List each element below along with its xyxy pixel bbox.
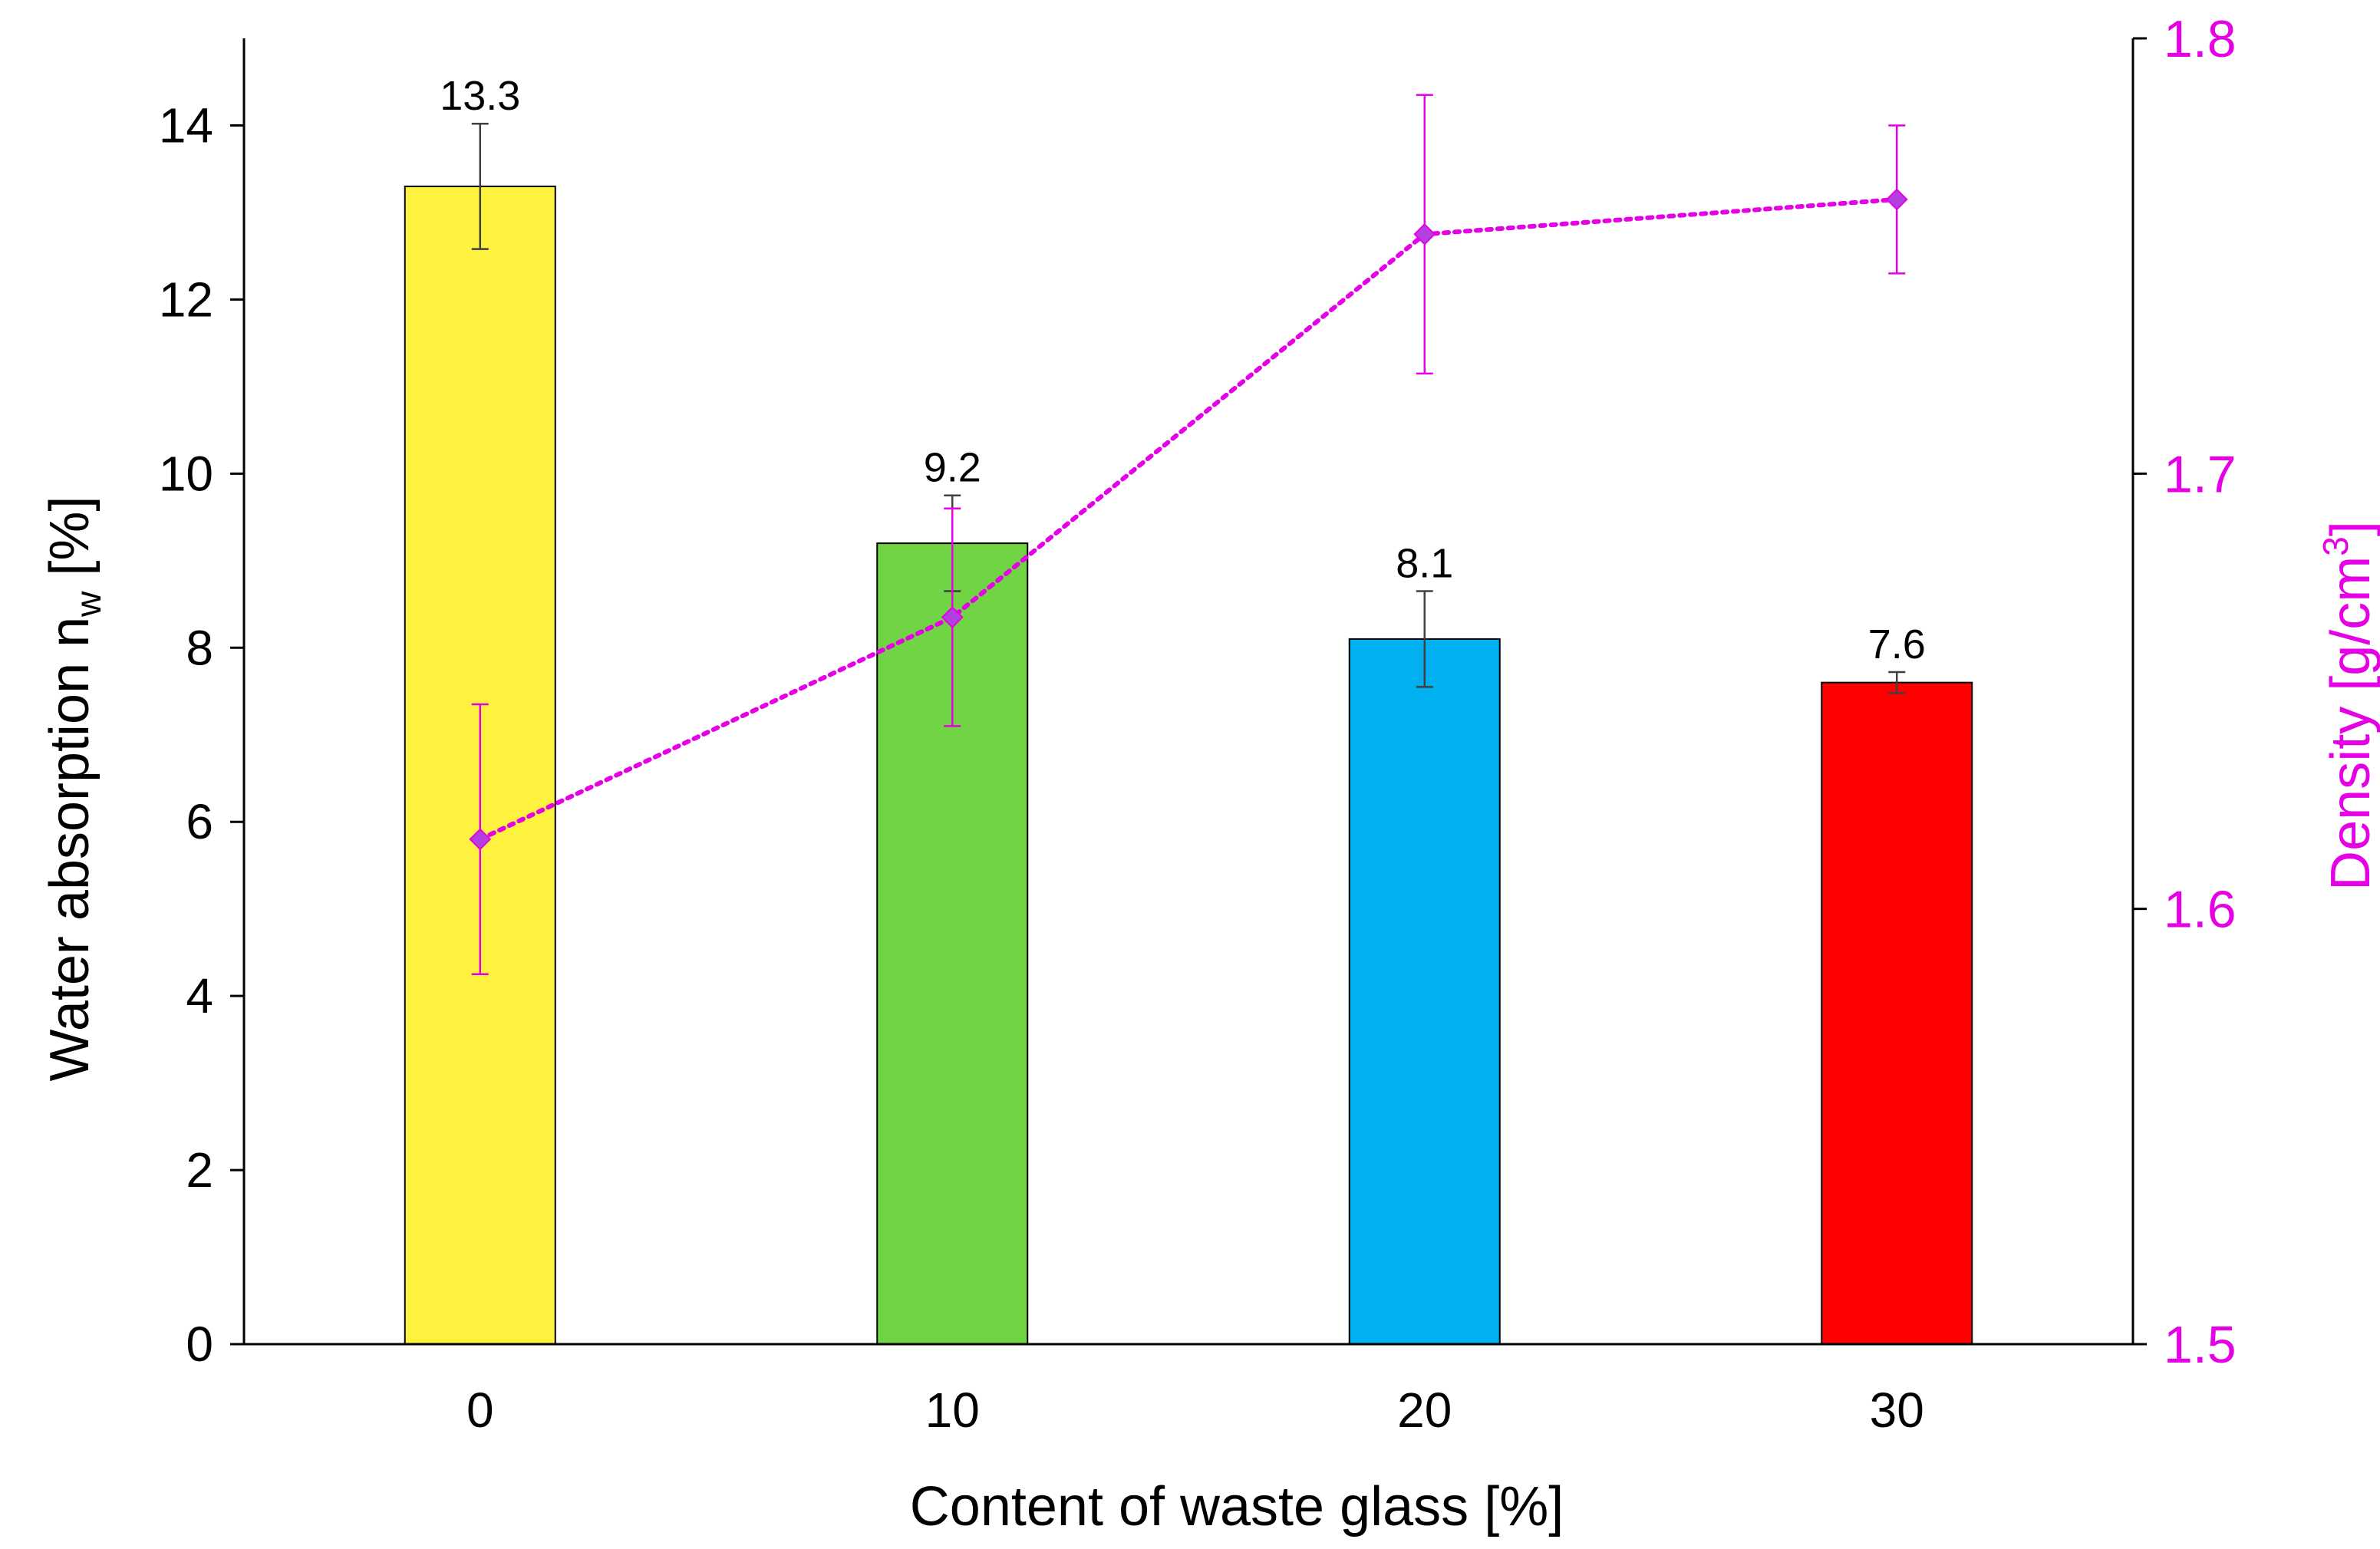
y2-axis-title-sup: 3: [2316, 536, 2355, 556]
y2-axis-title-suffix: ]: [2320, 521, 2380, 536]
bar-20: [1348, 638, 1501, 1345]
y-axis-title: Water absorption nw [%]: [39, 496, 108, 1082]
bar-data-label-10: 9.2: [924, 445, 981, 491]
x-tick-label-0: 0: [466, 1383, 494, 1438]
y-tick-label-12: 12: [159, 272, 213, 327]
x-tick-label-30: 30: [1870, 1383, 1924, 1438]
density-line-layer: [469, 94, 1908, 976]
density-point-10: [941, 606, 964, 628]
y2-tick-label-1.8: 1.8: [2164, 10, 2237, 68]
y-tick-label-2: 2: [186, 1142, 213, 1198]
y2-tick-label-1.7: 1.7: [2164, 445, 2237, 503]
y-tick-label-14: 14: [159, 97, 213, 153]
density-point-0: [469, 828, 492, 851]
bar-data-label-0: 13.3: [440, 73, 520, 119]
y-axis-title-main: Water absorption n: [39, 617, 101, 1082]
bar-error-bars: [471, 122, 1906, 694]
y2-tick-label-1.5: 1.5: [2164, 1316, 2237, 1374]
y-axis-title-sub: w: [68, 591, 108, 618]
y-tick-label-0: 0: [186, 1317, 213, 1372]
bar-30: [1821, 681, 1973, 1345]
axes-layer: [230, 37, 2147, 1346]
x-tick-label-10: 10: [925, 1383, 980, 1438]
y2-tick-label-1.6: 1.6: [2164, 881, 2237, 939]
y2-axis-title: Density [g/cm3]: [2316, 521, 2380, 891]
y-tick-label-4: 4: [186, 968, 213, 1023]
density-point-30: [1885, 188, 1908, 211]
bar-data-label-20: 8.1: [1396, 541, 1453, 587]
density-point-20: [1413, 222, 1436, 246]
labels-layer: 0 2 4 6 8 10 12 14 1.5 1.6 1.7 1.8 0 10 20 30 13.3 9.2 8.1…: [159, 10, 2237, 1438]
x-axis-title: Content of waste glass [%]: [910, 1476, 1564, 1537]
bar-data-label-30: 7.6: [1868, 621, 1926, 667]
density-line: [477, 196, 1900, 842]
y-tick-label-8: 8: [186, 620, 213, 675]
y2-axis-title-main: Density [g/cm: [2320, 556, 2380, 891]
x-tick-label-20: 20: [1397, 1383, 1452, 1438]
y-tick-label-6: 6: [186, 794, 213, 849]
y-tick-label-10: 10: [159, 446, 213, 501]
y-axis-title-suffix: [%]: [39, 496, 101, 592]
